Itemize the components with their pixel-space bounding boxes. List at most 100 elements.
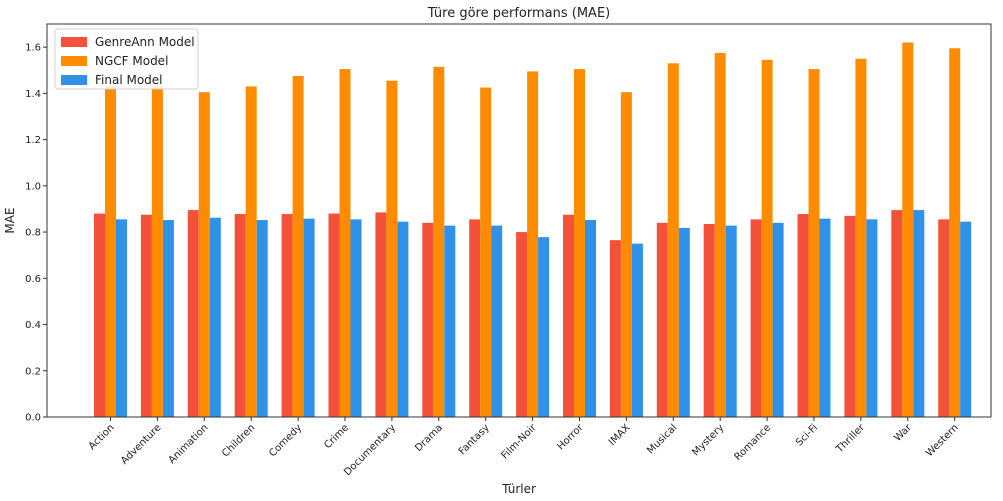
x-tick-label: War xyxy=(892,422,914,444)
bar-final-musical xyxy=(678,227,690,417)
x-tick-label: Comedy xyxy=(267,422,304,459)
y-tick-label: 0.6 xyxy=(25,274,41,285)
bar-final-comedy xyxy=(303,218,315,417)
y-tick-label: 0.4 xyxy=(25,320,41,331)
legend-label-ngcf: NGCF Model xyxy=(95,54,168,68)
bar-final-western xyxy=(960,221,972,417)
bar-ngcf-comedy xyxy=(292,76,304,417)
x-tick-label: Sci-Fi xyxy=(794,422,820,448)
bar-ngcf-children xyxy=(245,86,257,417)
bar-ngcf-adventure xyxy=(151,86,163,417)
legend-swatch-genreann xyxy=(61,37,87,47)
plot-area-frame xyxy=(46,23,992,418)
bar-final-adventure xyxy=(162,220,174,417)
bar-genreann-documentary xyxy=(375,212,387,417)
bar-ngcf-animation xyxy=(198,92,210,418)
y-tick-label: 0.8 xyxy=(25,228,41,239)
bar-final-film-noir xyxy=(538,237,550,417)
x-axis-label: Türler xyxy=(501,482,536,496)
y-ticks-group: 0.0 0.2 0.4 0.6 0.8 1.0 1.2 1.4 1.6 xyxy=(25,43,47,424)
bars-group xyxy=(94,42,972,418)
x-ticks-group: Action Adventure Animation Children Comedy Cr… xyxy=(87,417,961,478)
bar-genreann-film-noir xyxy=(516,232,528,417)
bar-ngcf-fantasy xyxy=(480,87,492,417)
x-tick-label: Horror xyxy=(555,422,586,453)
legend-label-final: Final Model xyxy=(95,73,163,87)
bar-ngcf-imax xyxy=(620,92,632,418)
x-tick-label: Mystery xyxy=(690,422,726,458)
y-tick-label: 1.4 xyxy=(25,89,41,100)
bar-genreann-comedy xyxy=(281,214,293,417)
legend-label-genreann: GenreAnn Model xyxy=(95,35,195,49)
bar-genreann-animation xyxy=(187,210,199,417)
bar-ngcf-romance xyxy=(761,59,773,418)
bar-ngcf-drama xyxy=(433,66,445,418)
x-tick-label: Musical xyxy=(645,422,679,456)
legend-box xyxy=(54,28,199,90)
legend-swatch-ngcf xyxy=(61,56,87,66)
bar-ngcf-mystery xyxy=(714,52,726,417)
x-tick-label: Action xyxy=(87,422,117,452)
bar-final-crime xyxy=(350,219,362,417)
x-tick-label: Drama xyxy=(413,422,445,454)
bar-ngcf-horror xyxy=(574,69,585,418)
bar-genreann-children xyxy=(234,214,246,417)
bar-final-romance xyxy=(772,222,784,417)
x-tick-label: Adventure xyxy=(119,422,163,466)
bar-ngcf-western xyxy=(949,48,961,417)
bar-final-thriller xyxy=(866,219,878,417)
x-tick-label: Crime xyxy=(322,422,351,451)
bar-final-war xyxy=(913,210,925,417)
bar-genreann-imax xyxy=(609,240,621,417)
bar-final-animation xyxy=(209,217,221,417)
bar-ngcf-crime xyxy=(339,69,351,418)
bar-final-action xyxy=(116,219,127,417)
bar-ngcf-action xyxy=(105,86,116,417)
bar-final-documentary xyxy=(397,221,409,417)
y-tick-label: 1.6 xyxy=(25,43,41,54)
y-axis-label: MAE xyxy=(3,207,17,233)
bar-genreann-sci-fi xyxy=(797,214,809,417)
legend: GenreAnn Model NGCF Model Final Model xyxy=(54,28,199,90)
x-tick-label: Romance xyxy=(733,422,774,463)
bar-ngcf-documentary xyxy=(386,80,398,417)
bar-genreann-romance xyxy=(750,219,762,417)
bar-final-children xyxy=(256,220,268,417)
bar-ngcf-war xyxy=(902,42,914,418)
bar-genreann-horror xyxy=(563,214,574,417)
x-tick-label: Fantasy xyxy=(457,422,492,457)
x-tick-label: Animation xyxy=(167,422,211,466)
x-tick-label: Film-Noir xyxy=(500,422,540,462)
legend-swatch-final xyxy=(61,75,87,85)
x-tick-label: Western xyxy=(924,422,961,459)
y-tick-label: 0.0 xyxy=(25,413,41,424)
bar-genreann-crime xyxy=(328,213,340,417)
bar-genreann-adventure xyxy=(140,214,152,417)
bar-genreann-drama xyxy=(422,222,434,417)
chart-title: Türe göre performans (MAE) xyxy=(427,6,610,21)
x-tick-label: IMAX xyxy=(607,422,633,448)
y-tick-label: 0.2 xyxy=(25,366,41,377)
y-tick-label: 1.0 xyxy=(25,181,41,192)
bar-final-horror xyxy=(585,220,596,417)
bar-genreann-musical xyxy=(656,222,668,417)
bar-ngcf-musical xyxy=(667,63,679,418)
bar-genreann-western xyxy=(938,219,950,417)
bar-ngcf-thriller xyxy=(855,58,867,417)
bar-genreann-fantasy xyxy=(469,219,481,417)
bar-final-drama xyxy=(444,225,456,417)
bar-final-mystery xyxy=(725,225,737,417)
bar-final-imax xyxy=(631,243,643,417)
bar-ngcf-film-noir xyxy=(527,71,539,417)
bar-genreann-mystery xyxy=(703,223,715,417)
x-tick-label: Thriller xyxy=(834,422,868,456)
bar-final-sci-fi xyxy=(819,218,831,417)
bar-final-fantasy xyxy=(491,225,503,417)
bar-ngcf-sci-fi xyxy=(808,69,820,418)
bar-genreann-thriller xyxy=(844,215,856,417)
bar-genreann-action xyxy=(94,213,105,417)
y-tick-label: 1.2 xyxy=(25,135,41,146)
bar-genreann-war xyxy=(891,210,903,417)
